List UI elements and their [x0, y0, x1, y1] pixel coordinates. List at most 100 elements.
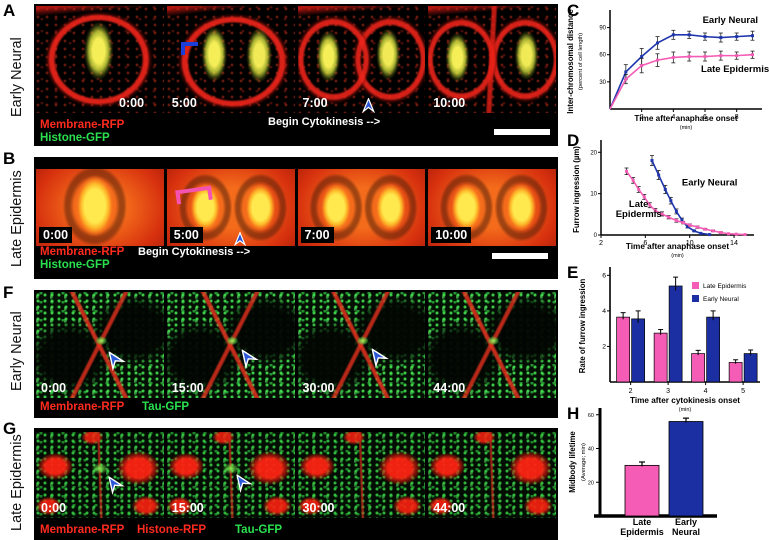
arrowhead-icon: [233, 231, 247, 246]
bracket-icon: [180, 42, 198, 55]
micrograph-frame: 0:00: [36, 6, 164, 113]
svg-text:2: 2: [640, 112, 644, 121]
svg-text:2: 2: [602, 343, 606, 350]
svg-text:5: 5: [741, 388, 745, 395]
svg-text:30: 30: [599, 80, 606, 86]
micrograph-frame: 5:00: [166, 6, 295, 113]
panel-d-letter: D: [567, 131, 580, 150]
panel-a-side-label: Early Neural: [9, 37, 25, 117]
panel-c-letter: C: [567, 1, 580, 20]
chart-furrow-ingression-rate: 2 4 6 2 3 4 5 Late Epidermis Early Neural Rate of…: [578, 267, 760, 413]
timestamp: 0:00: [119, 95, 145, 110]
timestamp: 7:00: [302, 95, 328, 110]
panel-b-letter: B: [3, 149, 16, 168]
panel-e-letter: E: [567, 263, 579, 282]
svg-text:10: 10: [686, 238, 694, 247]
panel-f-caption-strip: Membrane-RFP Tau-GFP: [34, 398, 558, 420]
channel-label: Histone-GFP: [40, 132, 110, 144]
svg-text:20: 20: [588, 480, 594, 486]
svg-text:40: 40: [588, 447, 594, 453]
panel-f-side-label: Early Neural: [9, 311, 25, 391]
panel-a-letter: A: [3, 1, 16, 20]
cytokinesis-caption: Begin Cytokinesis -->: [268, 116, 381, 128]
micrograph-frame: 7:00: [297, 6, 426, 113]
arrowhead-icon: [361, 97, 376, 113]
micrograph-frame: 7:00: [297, 169, 426, 246]
svg-text:Furrow ingression (µm): Furrow ingression (µm): [572, 146, 581, 233]
svg-text:Early Neural: Early Neural: [703, 296, 739, 303]
svg-text:0: 0: [594, 233, 598, 239]
svg-text:4: 4: [704, 388, 708, 395]
panel-f-letter: F: [3, 283, 14, 302]
timestamp: 5:00: [169, 226, 203, 243]
scale-bar: [494, 129, 550, 135]
svg-text:3: 3: [666, 388, 670, 395]
micrograph-frame: 15:00: [166, 432, 295, 518]
svg-text:20: 20: [590, 150, 597, 156]
arrowhead-icon: [235, 345, 260, 370]
arrowhead-icon: [230, 470, 254, 494]
svg-text:(percent of cell length): (percent of cell length): [578, 33, 584, 90]
panel-g-letter: G: [3, 419, 17, 438]
panel-b-frames: 0:00 5:00 7:00 10:00: [34, 157, 558, 246]
svg-text:Early Neural: Early Neural: [703, 15, 758, 26]
micrograph-frame: 10:00: [428, 169, 556, 246]
micrograph-frame: 0:00: [36, 169, 164, 246]
svg-text:6: 6: [602, 272, 606, 279]
panel-g-image-strip: 0:00 15:00 30:00 44:00 Membrane-RFP Hist…: [34, 428, 558, 540]
timestamp: 10:00: [431, 226, 472, 243]
micrograph-frame: 44:00: [428, 432, 556, 518]
panel-a-caption-strip: Membrane-RFP Histone-GFP Begin Cytokines…: [34, 113, 558, 146]
micrograph-frame: 0:00: [36, 292, 164, 398]
svg-text:8: 8: [735, 112, 739, 121]
timestamp: 30:00: [302, 500, 335, 515]
svg-text:6: 6: [703, 112, 707, 121]
panel-h-letter: H: [567, 404, 580, 423]
svg-text:10: 10: [590, 192, 597, 198]
channel-label: Histone-GFP: [40, 259, 110, 271]
svg-text:Late Epidermis: Late Epidermis: [701, 64, 769, 75]
channel-label: Histone-RFP: [137, 524, 206, 536]
channel-label: Membrane-RFP: [40, 401, 125, 413]
svg-text:14: 14: [730, 238, 738, 247]
svg-text:Time after cytokinesis onset: Time after cytokinesis onset: [630, 396, 740, 405]
panel-f-image-strip: 0:00 15:00 30:00 44:00 Membrane-RFP Tau-…: [34, 290, 558, 418]
svg-text:Inter-chromosomal distance: Inter-chromosomal distance: [566, 9, 575, 114]
channel-label: Tau-GFP: [235, 524, 283, 536]
timestamp: 5:00: [171, 95, 197, 110]
bracket-icon: [174, 185, 213, 205]
svg-text:Time after anaphase onset: Time after anaphase onset: [634, 114, 737, 123]
panel-b-caption-strip: Membrane-RFP Begin Cytokinesis --> Histo…: [34, 246, 558, 279]
channel-label: Tau-GFP: [142, 401, 190, 413]
timestamp: 7:00: [300, 226, 334, 243]
micrograph-frame: 10:00: [428, 6, 556, 113]
timestamp: 0:00: [41, 380, 67, 395]
timestamp: 10:00: [433, 95, 466, 110]
chart-midbody-lifetime: 20 40 60 Late Epidermis Early Neural Midbody li…: [568, 408, 717, 537]
panel-a-image-strip: 0:00 5:00 7:00 10:00 Membrane-RFP Histon…: [34, 4, 558, 146]
scale-bar: [492, 253, 548, 259]
micrograph-frame: 44:00: [428, 292, 556, 398]
svg-text:60: 60: [599, 53, 606, 59]
svg-text:(min): (min): [679, 407, 692, 413]
timestamp: 44:00: [433, 380, 466, 395]
panel-f-frames: 0:00 15:00 30:00 44:00: [34, 290, 558, 398]
timestamp: 15:00: [171, 500, 204, 515]
arrowhead-icon: [102, 472, 126, 496]
svg-text:Late Epidermis: Late Epidermis: [703, 283, 747, 290]
panel-g-caption-strip: Membrane-RFP Histone-RFP Tau-GFP: [34, 518, 558, 540]
channel-label: Membrane-RFP: [40, 246, 125, 258]
svg-text:Time after anaphase onset: Time after anaphase onset: [626, 242, 729, 251]
svg-text:Rate of furrow ingression: Rate of furrow ingression: [578, 279, 587, 374]
micrograph-frame: 15:00: [166, 292, 295, 398]
panel-g-frames: 0:00 15:00 30:00 44:00: [34, 428, 558, 518]
channel-label: Membrane-RFP: [40, 119, 125, 131]
arrowhead-icon: [364, 344, 389, 369]
svg-text:Midbody lifetime: Midbody lifetime: [568, 431, 577, 493]
chart-inter-chromosomal-distance: 30 60 90 2 4 6 8 Early Neural Late Epidermis Inte…: [566, 9, 769, 131]
svg-text:(min): (min): [680, 125, 693, 131]
svg-text:2: 2: [599, 238, 603, 247]
